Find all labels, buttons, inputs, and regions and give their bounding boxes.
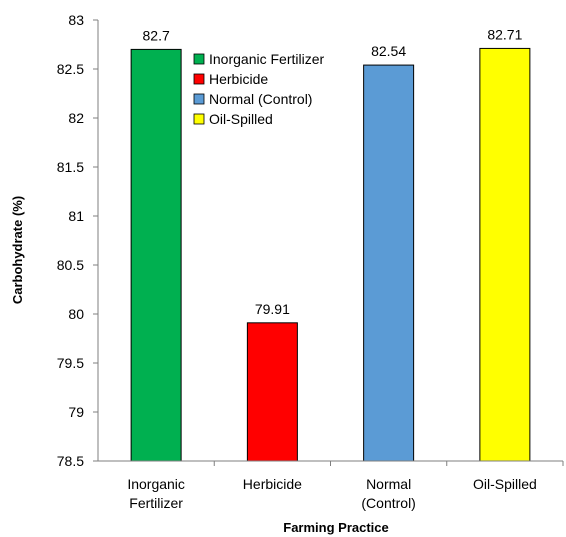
legend-entry: Oil-Spilled — [209, 111, 273, 127]
y-tick-label: 81 — [68, 208, 84, 224]
x-tick-label: Herbicide — [243, 476, 302, 492]
y-axis-title: Carbohydrate (%) — [10, 196, 25, 304]
y-tick-label: 79 — [68, 404, 84, 420]
y-axis: 78.5 79 79.5 80 80.5 81 81.5 82 82.5 83 — [57, 12, 99, 469]
x-tick-label: Inorganic — [127, 476, 185, 492]
legend-swatch — [193, 73, 205, 85]
data-label: 79.91 — [255, 301, 290, 317]
legend-entry: Normal (Control) — [209, 91, 312, 107]
data-label: 82.71 — [487, 26, 522, 42]
bar — [479, 47, 531, 462]
y-tick-label: 82 — [68, 110, 84, 126]
bar — [246, 322, 298, 462]
legend-swatch — [193, 93, 205, 105]
y-tick-label: 81.5 — [57, 159, 84, 175]
legend-entry: Inorganic Fertilizer — [209, 51, 324, 67]
x-tick-label: (Control) — [361, 495, 415, 511]
bar — [363, 64, 415, 462]
y-tick-label: 79.5 — [57, 355, 84, 371]
y-tick-label: 78.5 — [57, 453, 84, 469]
data-label: 82.54 — [371, 43, 406, 59]
bars: 82.7 79.91 82.54 82.71 — [130, 26, 531, 462]
bar — [130, 48, 182, 462]
x-tick-label: Normal — [366, 476, 411, 492]
x-axis-title: Farming Practice — [283, 520, 389, 535]
y-tick-label: 83 — [68, 12, 84, 28]
x-tick-label: Fertilizer — [129, 495, 183, 511]
legend-entry: Herbicide — [209, 71, 268, 87]
x-axis: Inorganic Fertilizer Herbicide Normal (Contr… — [98, 460, 564, 511]
y-tick-label: 80.5 — [57, 257, 84, 273]
legend: Inorganic Fertilizer Herbicide Normal (Con… — [193, 51, 324, 127]
legend-swatch — [193, 53, 205, 65]
data-label: 82.7 — [143, 27, 170, 43]
y-tick-label: 80 — [68, 306, 84, 322]
legend-swatch — [193, 113, 205, 125]
x-tick-label: Oil-Spilled — [473, 476, 537, 492]
y-tick-label: 82.5 — [57, 61, 84, 77]
